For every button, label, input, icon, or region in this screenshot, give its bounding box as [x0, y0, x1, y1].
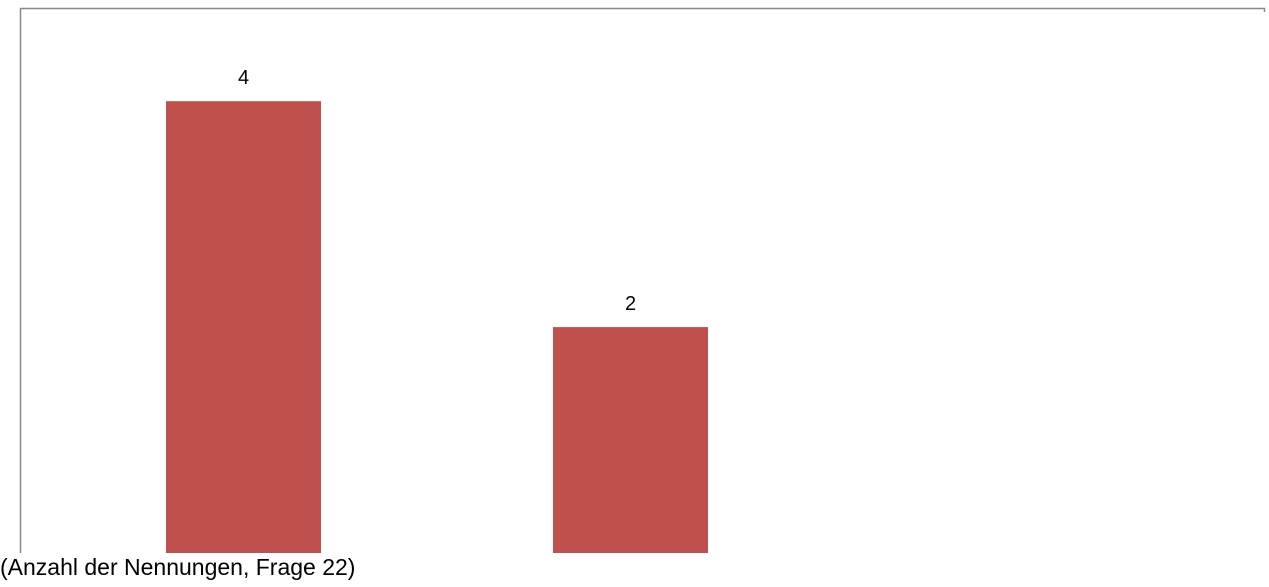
bar-1	[166, 101, 321, 553]
bars-layer	[166, 101, 708, 553]
plot-frame	[19, 7, 1266, 553]
chart-caption: (Anzahl der Nennungen, Frage 22)	[0, 554, 356, 580]
data-label-2: 2	[625, 293, 636, 315]
data-label-1: 4	[238, 67, 249, 89]
data-labels-layer: 42	[238, 67, 636, 315]
bar-2	[553, 327, 708, 553]
